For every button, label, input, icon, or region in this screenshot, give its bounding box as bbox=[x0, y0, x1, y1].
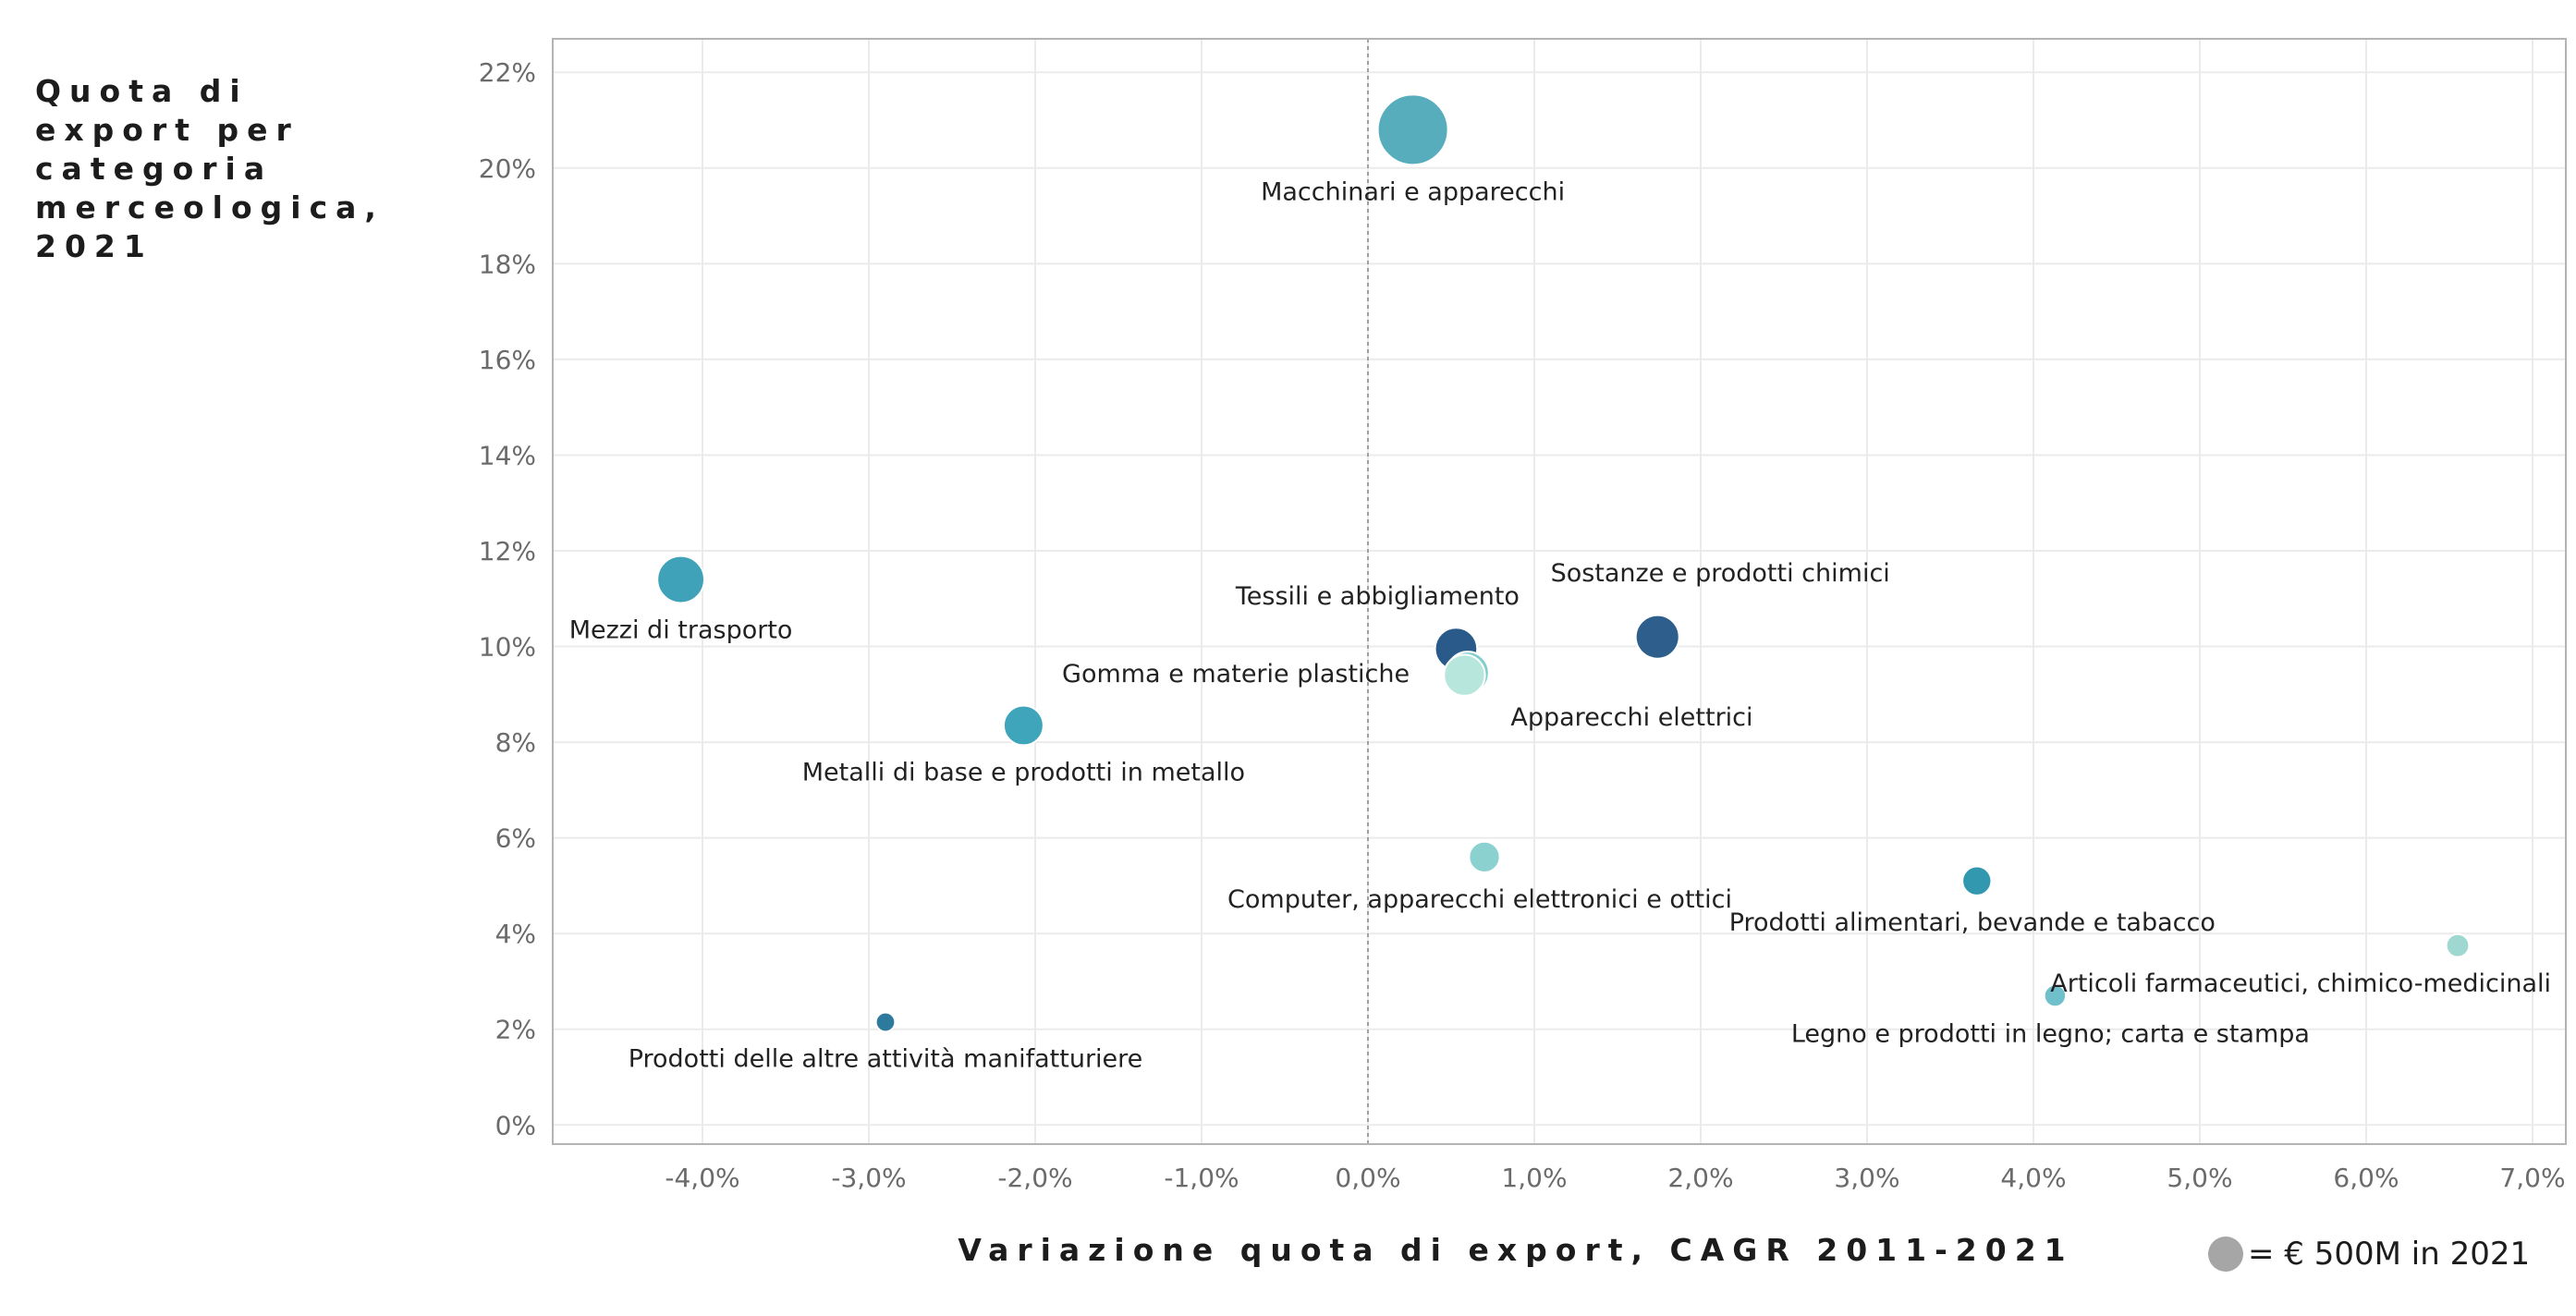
x-tick-label: 7,0% bbox=[2499, 1163, 2565, 1193]
data-point bbox=[1376, 93, 1449, 166]
x-tick-label: -3,0% bbox=[831, 1163, 906, 1193]
y-tick-label: 0% bbox=[495, 1110, 536, 1140]
data-point bbox=[1961, 865, 1993, 896]
point-label: Tessili e abbigliamento bbox=[1235, 582, 1520, 611]
point-label: Prodotti delle altre attività manifattur… bbox=[629, 1044, 1143, 1073]
x-tick-label: -1,0% bbox=[1164, 1163, 1239, 1193]
y-tick-label: 2% bbox=[495, 1015, 536, 1045]
x-tick-label: 0,0% bbox=[1335, 1163, 1400, 1193]
y-tick-label: 10% bbox=[479, 632, 536, 663]
point-label: Legno e prodotti in legno; carta e stamp… bbox=[1791, 1019, 2310, 1048]
x-tick-label: 4,0% bbox=[2000, 1163, 2066, 1193]
y-tick-label: 12% bbox=[479, 536, 536, 567]
y-tick-label: 18% bbox=[479, 249, 536, 279]
y-tick-label: 6% bbox=[495, 823, 536, 854]
y-tick-label: 16% bbox=[479, 345, 536, 375]
point-label: Sostanze e prodotti chimici bbox=[1551, 559, 1890, 588]
data-points bbox=[656, 93, 2471, 1033]
x-tick-label: -4,0% bbox=[665, 1163, 739, 1193]
x-tick-label: -2,0% bbox=[997, 1163, 1072, 1193]
y-tick-label: 20% bbox=[479, 153, 536, 184]
point-label: Prodotti alimentari, bevande e tabacco bbox=[1729, 908, 2216, 937]
y-tick-label: 22% bbox=[479, 57, 536, 88]
point-label: Computer, apparecchi elettronici e ottic… bbox=[1227, 885, 1732, 914]
y-tick-label: 14% bbox=[479, 440, 536, 470]
data-point bbox=[1002, 704, 1044, 747]
x-axis-title: Variazione quota di export, CAGR 2011-20… bbox=[958, 1232, 2073, 1268]
data-labels: Macchinari e apparecchi Mezzi di trasport… bbox=[569, 177, 2551, 1073]
y-tick-label: 4% bbox=[495, 919, 536, 949]
point-label: Gomma e materie plastiche bbox=[1062, 660, 1410, 688]
y-tick-label: 8% bbox=[495, 727, 536, 758]
legend-size-marker bbox=[2208, 1237, 2243, 1272]
point-label: Articoli farmaceutici, chimico-medicinal… bbox=[2050, 969, 2551, 998]
x-tick-label: 5,0% bbox=[2167, 1163, 2232, 1193]
axis-ticks: -4,0% -3,0% -2,0% -1,0% 0,0% 1,0% 2,0% 3,0% 4,0%… bbox=[479, 57, 2566, 1193]
x-tick-label: 3,0% bbox=[1834, 1163, 1899, 1193]
data-point bbox=[1443, 653, 1486, 697]
legend-label: = € 500M in 2021 bbox=[2248, 1236, 2530, 1273]
x-tick-label: 2,0% bbox=[1667, 1163, 1733, 1193]
point-label: Macchinari e apparecchi bbox=[1261, 177, 1565, 206]
chart-title: Quota di export per categoria merceologi… bbox=[35, 73, 385, 264]
x-tick-label: 6,0% bbox=[2333, 1163, 2399, 1193]
gridlines bbox=[553, 39, 2566, 1144]
data-point bbox=[2043, 983, 2068, 1008]
data-point bbox=[1468, 840, 1501, 873]
point-label: Apparecchi elettrici bbox=[1510, 703, 1752, 732]
data-point bbox=[656, 554, 706, 604]
data-point bbox=[1634, 614, 1680, 660]
x-tick-label: 1,0% bbox=[1501, 1163, 1567, 1193]
plot-frame bbox=[552, 38, 2567, 1145]
point-label: Metalli di base e prodotti in metallo bbox=[802, 758, 1245, 786]
point-label: Mezzi di trasporto bbox=[569, 615, 793, 644]
data-point bbox=[874, 1011, 897, 1033]
data-point bbox=[2445, 932, 2471, 958]
